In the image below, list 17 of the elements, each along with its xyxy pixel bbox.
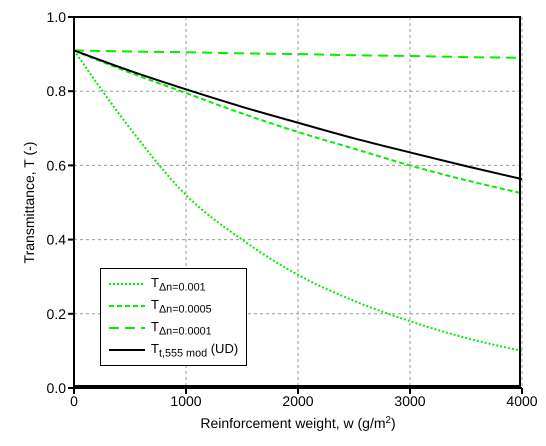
y-tick-label: 0.0 bbox=[46, 380, 66, 396]
x-tick-label: 3000 bbox=[394, 392, 426, 409]
y-tick-label: 0.2 bbox=[46, 306, 66, 322]
y-tick-label: 0.6 bbox=[46, 157, 66, 174]
x-tick-label: 4000 bbox=[506, 392, 538, 409]
legend-label: T$_{Δn=0.0001}$ bbox=[151, 318, 212, 338]
legend-label: T$_{Δn=0.0005}$ bbox=[151, 296, 212, 316]
y-axis-title: Transmittance, T (-) bbox=[21, 142, 38, 264]
y-tick-label: 1.0 bbox=[46, 8, 66, 25]
legend-label: T$_{Δn=0.001}$ bbox=[151, 274, 206, 294]
y-tick-label: 0.8 bbox=[46, 83, 66, 100]
x-axis-title: Reinforcement weight, w (g/m$^{2}$) bbox=[200, 414, 396, 431]
x-tick-label: 2000 bbox=[282, 392, 314, 409]
x-tick-label: 0 bbox=[70, 392, 78, 409]
x-tick-label: 1000 bbox=[170, 392, 202, 409]
legend-label: T$_{t,555 mod}$ (UD) bbox=[151, 340, 238, 360]
y-tick-label: 0.4 bbox=[46, 232, 66, 248]
